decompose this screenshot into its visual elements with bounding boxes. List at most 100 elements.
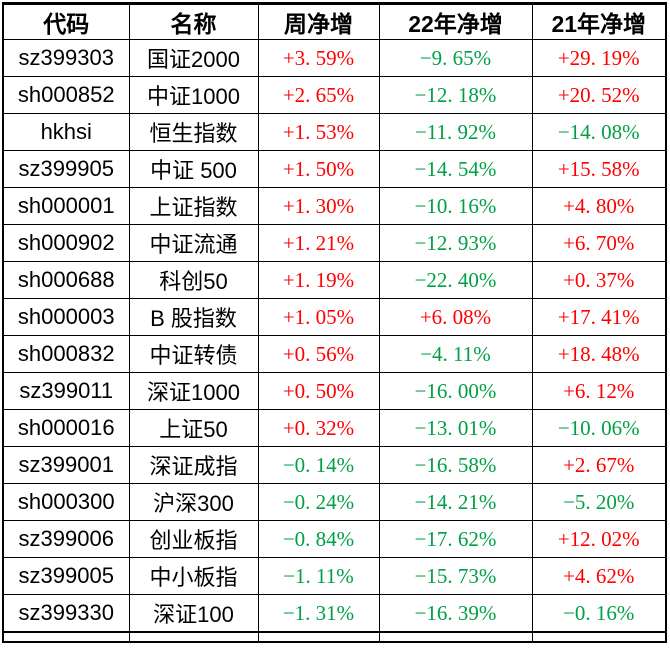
year-2021-change-cell: −10. 06% (531, 409, 667, 447)
week-change-cell: +1. 05% (257, 298, 380, 336)
week-change-cell: −0. 84% (257, 520, 380, 558)
table-row: sz399006 创业板指 −0. 84% −17. 62% +12. 02% (2, 520, 667, 558)
header-row: 代码 名称 周净增 22年净增 21年净增 (2, 3, 667, 40)
index-code-cell: sh000688 (2, 261, 130, 299)
year-2021-change-cell: +4. 80% (531, 187, 667, 225)
index-code-cell: sh000001 (2, 187, 130, 225)
index-name-cell: 上证指数 (128, 187, 259, 225)
table-row: sh000902 中证流通 +1. 21% −12. 93% +6. 70% (2, 224, 667, 262)
index-name-cell: 深证成指 (128, 446, 259, 484)
table-row: sz399011 深证1000 +0. 50% −16. 00% +6. 12% (2, 372, 667, 410)
year-2021-change-cell: +15. 58% (531, 150, 667, 188)
index-name-cell: 科创50 (128, 261, 259, 299)
table-row: sz399005 中小板指 −1. 11% −15. 73% +4. 62% (2, 557, 667, 595)
table-row: hkhsi 恒生指数 +1. 53% −11. 92% −14. 08% (2, 113, 667, 151)
table-row: sh000688 科创50 +1. 19% −22. 40% +0. 37% (2, 261, 667, 299)
table-row: sh000832 中证转债 +0. 56% −4. 11% +18. 48% (2, 335, 667, 373)
week-change-cell: −1. 31% (257, 594, 380, 633)
column-header-week-change: 周净增 (257, 3, 380, 40)
index-code-cell: sz399905 (2, 150, 130, 188)
week-change-cell: +1. 21% (257, 224, 380, 262)
index-performance-table: 代码 名称 周净增 22年净增 21年净增 sz399303 国证2000 +3… (2, 2, 667, 643)
partial-row (2, 631, 667, 643)
week-change-cell: −0. 14% (257, 446, 380, 484)
year-2021-change-cell: +6. 70% (531, 224, 667, 262)
week-change-cell: +3. 59% (257, 39, 380, 77)
index-code-cell: hkhsi (2, 113, 130, 151)
year-2022-change-cell: −14. 54% (378, 150, 533, 188)
year-2022-change-cell: −16. 58% (378, 446, 533, 484)
table-row: sh000300 沪深300 −0. 24% −14. 21% −5. 20% (2, 483, 667, 521)
year-2021-change-cell: +20. 52% (531, 76, 667, 114)
table-row: sz399330 深证100 −1. 31% −16. 39% −0. 16% (2, 594, 667, 633)
index-code-cell (2, 631, 130, 643)
year-2021-change-cell: +6. 12% (531, 372, 667, 410)
year-2022-change-cell: −13. 01% (378, 409, 533, 447)
index-code-cell: sz399011 (2, 372, 130, 410)
index-code-cell: sz399303 (2, 39, 130, 77)
year-2021-change-cell: −5. 20% (531, 483, 667, 521)
year-2022-change-cell: −15. 73% (378, 557, 533, 595)
index-code-cell: sz399006 (2, 520, 130, 558)
index-name-cell: 上证50 (128, 409, 259, 447)
year-2021-change-cell: +17. 41% (531, 298, 667, 336)
year-2022-change-cell: −16. 39% (378, 594, 533, 633)
index-code-cell: sz399005 (2, 557, 130, 595)
table-row: sz399303 国证2000 +3. 59% −9. 65% +29. 19% (2, 39, 667, 77)
year-2022-change-cell: −22. 40% (378, 261, 533, 299)
year-2021-change-cell: +2. 67% (531, 446, 667, 484)
year-2021-change-cell: +12. 02% (531, 520, 667, 558)
week-change-cell: +2. 65% (257, 76, 380, 114)
year-2021-change-cell: +18. 48% (531, 335, 667, 373)
table-row: sz399905 中证 500 +1. 50% −14. 54% +15. 58… (2, 150, 667, 188)
year-2022-change-cell: −4. 11% (378, 335, 533, 373)
index-code-cell: sz399001 (2, 446, 130, 484)
year-2022-change-cell (378, 631, 533, 643)
table-row: sz399001 深证成指 −0. 14% −16. 58% +2. 67% (2, 446, 667, 484)
index-name-cell: 恒生指数 (128, 113, 259, 151)
week-change-cell: +0. 32% (257, 409, 380, 447)
week-change-cell: −1. 11% (257, 557, 380, 595)
index-name-cell: B 股指数 (128, 298, 259, 336)
column-header-name: 名称 (128, 3, 259, 40)
year-2022-change-cell: −12. 93% (378, 224, 533, 262)
week-change-cell: +1. 50% (257, 150, 380, 188)
index-name-cell: 中证流通 (128, 224, 259, 262)
year-2022-change-cell: +6. 08% (378, 298, 533, 336)
table-row: sh000001 上证指数 +1. 30% −10. 16% +4. 80% (2, 187, 667, 225)
index-name-cell: 中证 500 (128, 150, 259, 188)
week-change-cell: +1. 19% (257, 261, 380, 299)
index-code-cell: sh000902 (2, 224, 130, 262)
week-change-cell (257, 631, 380, 643)
index-code-cell: sh000832 (2, 335, 130, 373)
index-name-cell (128, 631, 259, 643)
index-name-cell: 中证1000 (128, 76, 259, 114)
index-name-cell: 中证转债 (128, 335, 259, 373)
index-name-cell: 中小板指 (128, 557, 259, 595)
column-header-2022-change: 22年净增 (378, 3, 533, 40)
index-name-cell: 深证1000 (128, 372, 259, 410)
year-2021-change-cell: −14. 08% (531, 113, 667, 151)
year-2022-change-cell: −12. 18% (378, 76, 533, 114)
column-header-2021-change: 21年净增 (531, 3, 667, 40)
year-2022-change-cell: −17. 62% (378, 520, 533, 558)
index-name-cell: 沪深300 (128, 483, 259, 521)
week-change-cell: +0. 56% (257, 335, 380, 373)
index-name-cell: 国证2000 (128, 39, 259, 77)
year-2021-change-cell: +4. 62% (531, 557, 667, 595)
week-change-cell: +0. 50% (257, 372, 380, 410)
week-change-cell: +1. 53% (257, 113, 380, 151)
table-row: sh000852 中证1000 +2. 65% −12. 18% +20. 52… (2, 76, 667, 114)
year-2022-change-cell: −9. 65% (378, 39, 533, 77)
index-name-cell: 创业板指 (128, 520, 259, 558)
year-2022-change-cell: −11. 92% (378, 113, 533, 151)
index-code-cell: sh000852 (2, 76, 130, 114)
year-2022-change-cell: −16. 00% (378, 372, 533, 410)
week-change-cell: −0. 24% (257, 483, 380, 521)
year-2021-change-cell: +0. 37% (531, 261, 667, 299)
column-header-code: 代码 (2, 3, 130, 40)
week-change-cell: +1. 30% (257, 187, 380, 225)
table-row: sh000003 B 股指数 +1. 05% +6. 08% +17. 41% (2, 298, 667, 336)
index-code-cell: sh000003 (2, 298, 130, 336)
